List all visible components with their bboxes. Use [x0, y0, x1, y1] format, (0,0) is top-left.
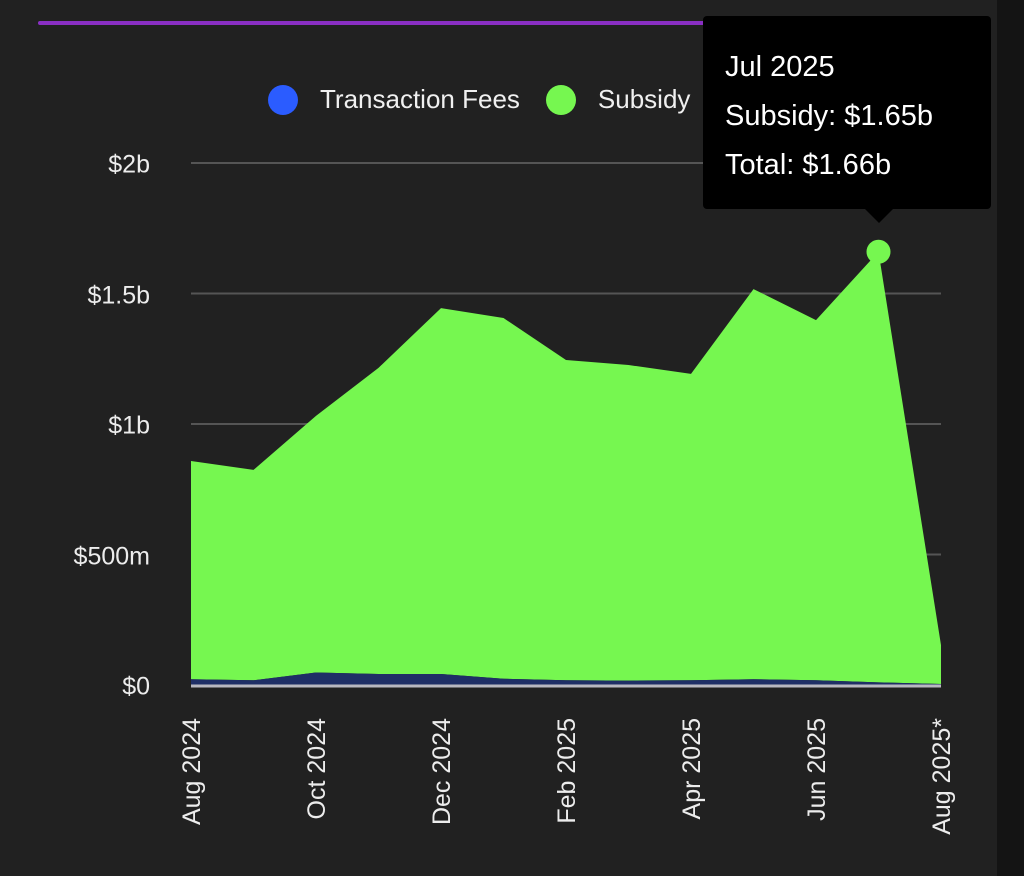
legend-item-transaction-fees[interactable]: Transaction Fees [268, 84, 520, 115]
y-tick-label: $1.5b [87, 281, 150, 309]
legend-label: Transaction Fees [320, 84, 520, 114]
x-tick-label: Aug 2024 [177, 718, 206, 826]
y-tick-label: $500m [73, 542, 150, 570]
y-tick-label: $1b [108, 411, 150, 440]
transaction-fees-area[interactable] [191, 672, 941, 685]
tooltip-subsidy: Subsidy: $1.65b [725, 100, 933, 132]
legend-dot-icon [545, 84, 576, 115]
tooltip-title: Jul 2025 [725, 51, 835, 83]
x-tick-label: Apr 2025 [677, 718, 706, 820]
x-tick-label: Oct 2024 [302, 718, 331, 820]
y-tick-label: $0 [122, 672, 150, 701]
x-tick-label: Jun 2025 [802, 718, 831, 821]
x-tick-label: Dec 2024 [427, 718, 456, 826]
x-tick-label: Feb 2025 [552, 718, 581, 824]
highlight-point-marker[interactable] [866, 239, 891, 264]
legend-label: Subsidy [597, 84, 691, 114]
accent-divider [38, 21, 738, 25]
legend-dot-icon [268, 84, 298, 115]
x-tick-label: Aug 2025* [927, 718, 956, 835]
subsidy-area[interactable] [191, 251, 941, 684]
chart-tooltip: Jul 2025 Subsidy: $1.65b Total: $1.66b [703, 16, 991, 223]
tooltip-total: Total: $1.66b [725, 149, 892, 181]
chart-legend: Transaction Fees Subsidy [268, 84, 716, 115]
y-tick-label: $2b [108, 150, 150, 179]
legend-item-subsidy[interactable]: Subsidy [545, 84, 691, 115]
side-panel-edge [997, 0, 1024, 876]
